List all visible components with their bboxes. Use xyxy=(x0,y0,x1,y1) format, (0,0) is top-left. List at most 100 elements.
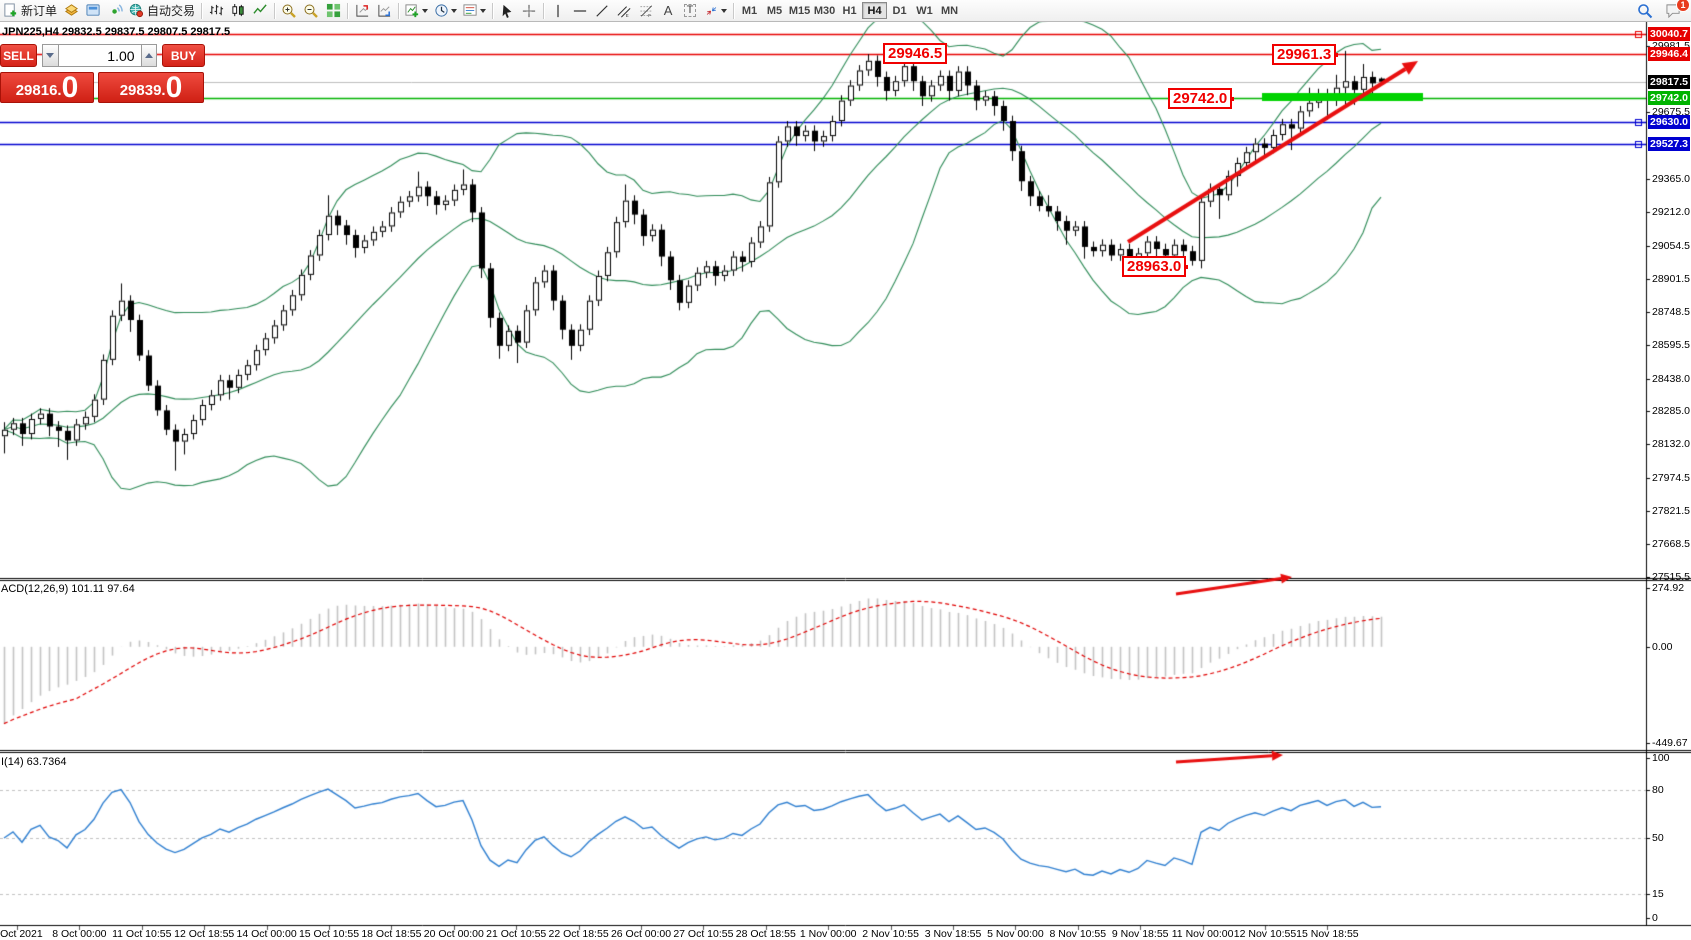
toolbar-right-group: 1 xyxy=(1634,0,1690,20)
toolbar-separator xyxy=(347,2,349,19)
terminal-button[interactable] xyxy=(82,1,104,20)
triangle-up-icon xyxy=(144,53,153,58)
volume-increase-button[interactable] xyxy=(140,44,158,67)
time-axis-label: 1 Nov 00:00 xyxy=(799,928,857,940)
timeframe-mn[interactable]: MN xyxy=(940,4,959,17)
chart-shift-button[interactable] xyxy=(351,1,373,20)
timeframe-w1[interactable]: W1 xyxy=(916,4,933,17)
time-axis-label: 14 Oct 00:00 xyxy=(236,928,297,940)
search-button[interactable] xyxy=(1634,1,1656,20)
macd-scale-label: 0.00 xyxy=(1652,640,1673,653)
timeframe-m5[interactable]: M5 xyxy=(766,4,783,17)
auto-scroll-button[interactable] xyxy=(373,1,395,20)
timeframe-h1[interactable]: H1 xyxy=(842,4,857,17)
signals-button[interactable] xyxy=(104,1,126,20)
timeframe-m15[interactable]: M15 xyxy=(788,4,811,17)
toolbar-separator xyxy=(201,2,203,19)
price-axis-tick: 27515.5 xyxy=(1652,571,1690,583)
candlestick-chart-button[interactable] xyxy=(227,1,249,20)
autotrading-button[interactable]: 自动交易 xyxy=(126,1,198,20)
rsi-scale-label: 0 xyxy=(1652,912,1658,924)
arrows-tool[interactable] xyxy=(701,1,730,20)
channel-tool[interactable]: E xyxy=(613,1,635,20)
notifications-button[interactable]: 1 xyxy=(1662,0,1690,20)
callout-handle[interactable] xyxy=(1230,96,1235,101)
tile-windows-button[interactable] xyxy=(322,1,344,20)
line-chart-button[interactable] xyxy=(249,1,271,20)
toolbar-separator xyxy=(543,2,545,19)
price-line-label: 29946.4 xyxy=(1648,47,1690,62)
vertical-line-tool[interactable] xyxy=(547,1,569,20)
timeframe-group: M1 M5 M15 M30 H1 H4 D1 W1 MN xyxy=(737,2,962,19)
crosshair-tool-button[interactable] xyxy=(518,1,540,20)
timeframe-m30[interactable]: M30 xyxy=(813,4,836,17)
rsi-scale-label: 80 xyxy=(1652,784,1664,796)
buy-button[interactable]: BUY xyxy=(162,44,205,67)
dropdown-caret xyxy=(480,8,487,13)
callout-handle[interactable] xyxy=(1184,264,1189,269)
price-callout[interactable]: 29742.0 xyxy=(1168,88,1235,109)
new-order-button[interactable]: 新订单 xyxy=(0,1,60,20)
time-axis-label: 5 Nov 00:00 xyxy=(987,928,1044,940)
trendline-tool[interactable] xyxy=(591,1,613,20)
text-tool[interactable]: A xyxy=(657,1,679,20)
toolbar-separator xyxy=(492,2,494,19)
toolbar-separator xyxy=(398,2,400,19)
text-tool-glyph: A xyxy=(663,3,673,18)
price-line-label: 29630.0 xyxy=(1648,115,1690,130)
zoom-in-button[interactable] xyxy=(278,1,300,20)
bar-chart-button[interactable] xyxy=(205,1,227,20)
time-axis-label: 2 Nov 10:55 xyxy=(862,928,919,940)
time-axis-label: 15 Nov 18:55 xyxy=(1296,928,1359,940)
fibonacci-tool[interactable]: F xyxy=(635,1,657,20)
time-axis-label: 21 Oct 10:55 xyxy=(486,928,547,940)
indicators-button[interactable] xyxy=(402,1,431,20)
market-depth-button[interactable] xyxy=(60,1,82,20)
zoom-out-button[interactable] xyxy=(300,1,322,20)
new-order-label: 新订单 xyxy=(21,4,58,18)
rsi-indicator-label: I(14) 63.7364 xyxy=(1,756,67,768)
buy-price-main: 29839 xyxy=(119,82,162,99)
timeframe-m1[interactable]: M1 xyxy=(741,4,758,17)
price-callout[interactable]: 29961.3 xyxy=(1272,44,1339,65)
templates-button[interactable] xyxy=(460,1,489,20)
callout-handle[interactable] xyxy=(1334,52,1339,57)
rsi-scale-label: 100 xyxy=(1652,752,1670,764)
price-line-label: 29527.3 xyxy=(1648,137,1690,152)
time-axis-label: 8 Oct 00:00 xyxy=(52,928,107,940)
price-axis-tick: 28748.5 xyxy=(1652,305,1690,318)
sell-price-pips: 0 xyxy=(61,71,79,104)
timeframe-d1[interactable]: D1 xyxy=(892,4,907,17)
timeframe-h4[interactable]: H4 xyxy=(862,2,888,19)
macd-scale-label: -449.67 xyxy=(1652,737,1688,749)
sell-button[interactable]: SELL xyxy=(0,44,38,67)
price-callout[interactable]: 28963.0 xyxy=(1122,256,1189,277)
time-axis-label: 12 Nov 10:55 xyxy=(1233,928,1297,940)
chart-title: JPN225,H4 29832.5 29837.5 29807.5 29817.… xyxy=(2,26,231,38)
new-order-icon xyxy=(3,3,18,18)
autotrading-icon xyxy=(129,3,144,18)
price-axis-tick: 28901.5 xyxy=(1652,272,1690,285)
volume-decrease-button[interactable] xyxy=(42,44,59,67)
volume-input[interactable]: 1.00 xyxy=(58,44,141,67)
buy-price[interactable]: 29839. 0 xyxy=(98,72,204,103)
price-axis-tick: 27821.5 xyxy=(1652,505,1690,518)
label-tool[interactable]: T xyxy=(679,1,701,20)
time-axis-label: 15 Oct 10:55 xyxy=(298,928,360,940)
time-axis-label: 9 Nov 18:55 xyxy=(1111,928,1169,940)
sell-price[interactable]: 29816. 0 xyxy=(0,72,94,103)
periods-button[interactable] xyxy=(431,1,460,20)
price-axis-tick: 28132.0 xyxy=(1652,438,1690,451)
price-axis-tick: 28595.5 xyxy=(1652,338,1690,351)
time-axis-label: 8 Nov 10:55 xyxy=(1049,928,1107,940)
time-axis-label: 3 Nov 18:55 xyxy=(924,928,982,940)
price-callout[interactable]: 29946.5 xyxy=(883,43,948,64)
cursor-tool-button[interactable] xyxy=(496,1,518,20)
horizontal-line-tool[interactable] xyxy=(569,1,591,20)
label-tool-glyph: T xyxy=(683,4,697,17)
macd-indicator-label: ACD(12,26,9) 101.11 97.64 xyxy=(1,583,135,595)
autotrading-label: 自动交易 xyxy=(147,4,196,18)
price-axis-tick: 29212.0 xyxy=(1652,206,1690,219)
